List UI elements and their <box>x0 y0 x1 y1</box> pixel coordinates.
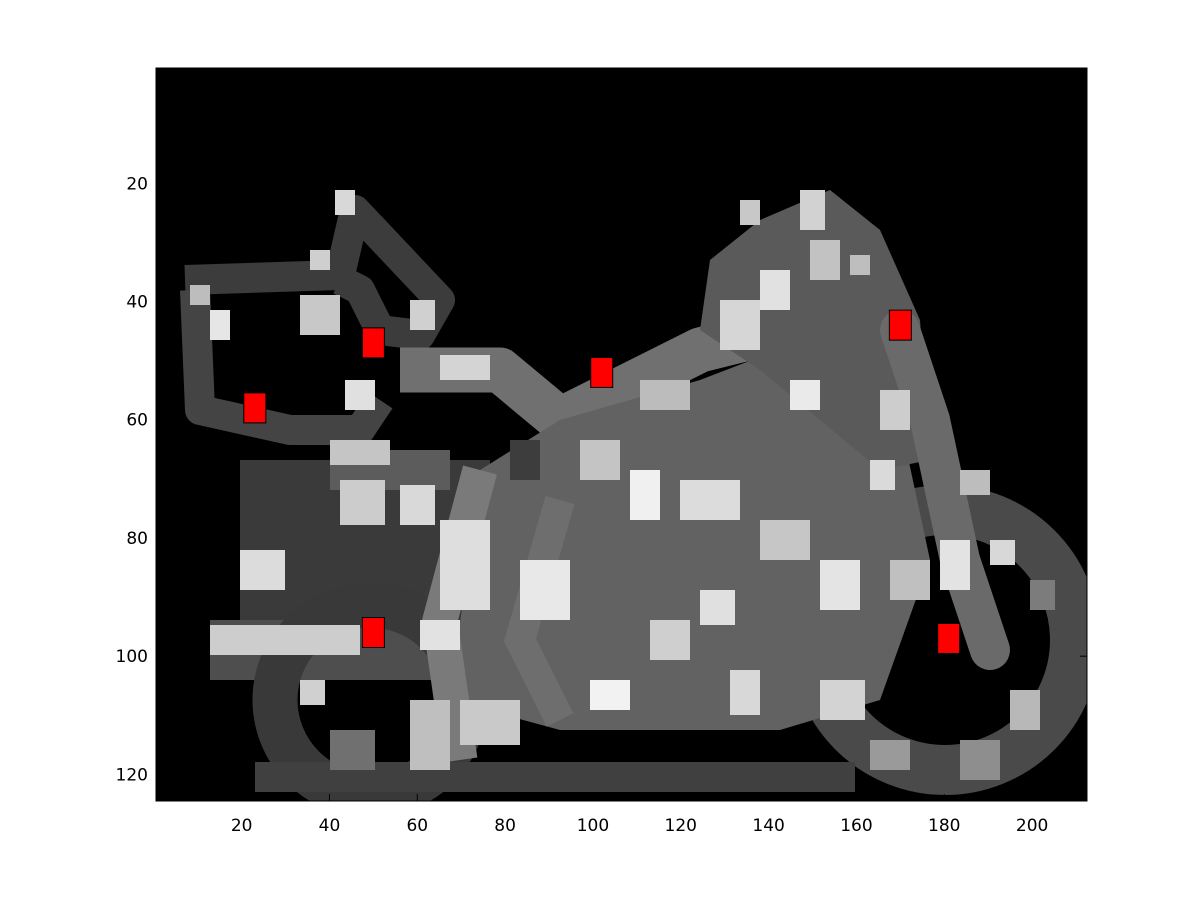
marker-layer <box>243 309 961 654</box>
axes-frame <box>155 67 1088 802</box>
x-tick-label: 200 <box>1016 816 1048 836</box>
red-marker <box>937 622 961 654</box>
x-tick-label: 160 <box>840 816 872 836</box>
red-marker <box>888 309 912 341</box>
red-marker <box>361 327 385 359</box>
x-tick-label: 40 <box>319 816 341 836</box>
y-tick-label: 100 <box>116 647 148 667</box>
y-tick-label: 20 <box>126 174 148 194</box>
x-tick-label: 80 <box>494 816 516 836</box>
red-marker <box>361 617 385 649</box>
x-tick-label: 180 <box>928 816 960 836</box>
x-tick-label: 60 <box>406 816 428 836</box>
x-tick-label: 120 <box>665 816 697 836</box>
y-tick-label: 120 <box>116 765 148 785</box>
red-marker <box>590 356 614 388</box>
y-tick-label: 60 <box>126 411 148 431</box>
red-marker <box>243 392 267 424</box>
x-tick-label: 20 <box>231 816 253 836</box>
grayscale-image <box>180 190 1087 801</box>
y-tick-label: 80 <box>126 529 148 549</box>
x-tick-label: 100 <box>577 816 609 836</box>
y-tick-label: 40 <box>126 292 148 312</box>
axis-ticks: 20 40 60 80 100 120 140 160 180 200 20 40 60 80 100 120 <box>116 68 1087 836</box>
x-tick-label: 140 <box>752 816 784 836</box>
